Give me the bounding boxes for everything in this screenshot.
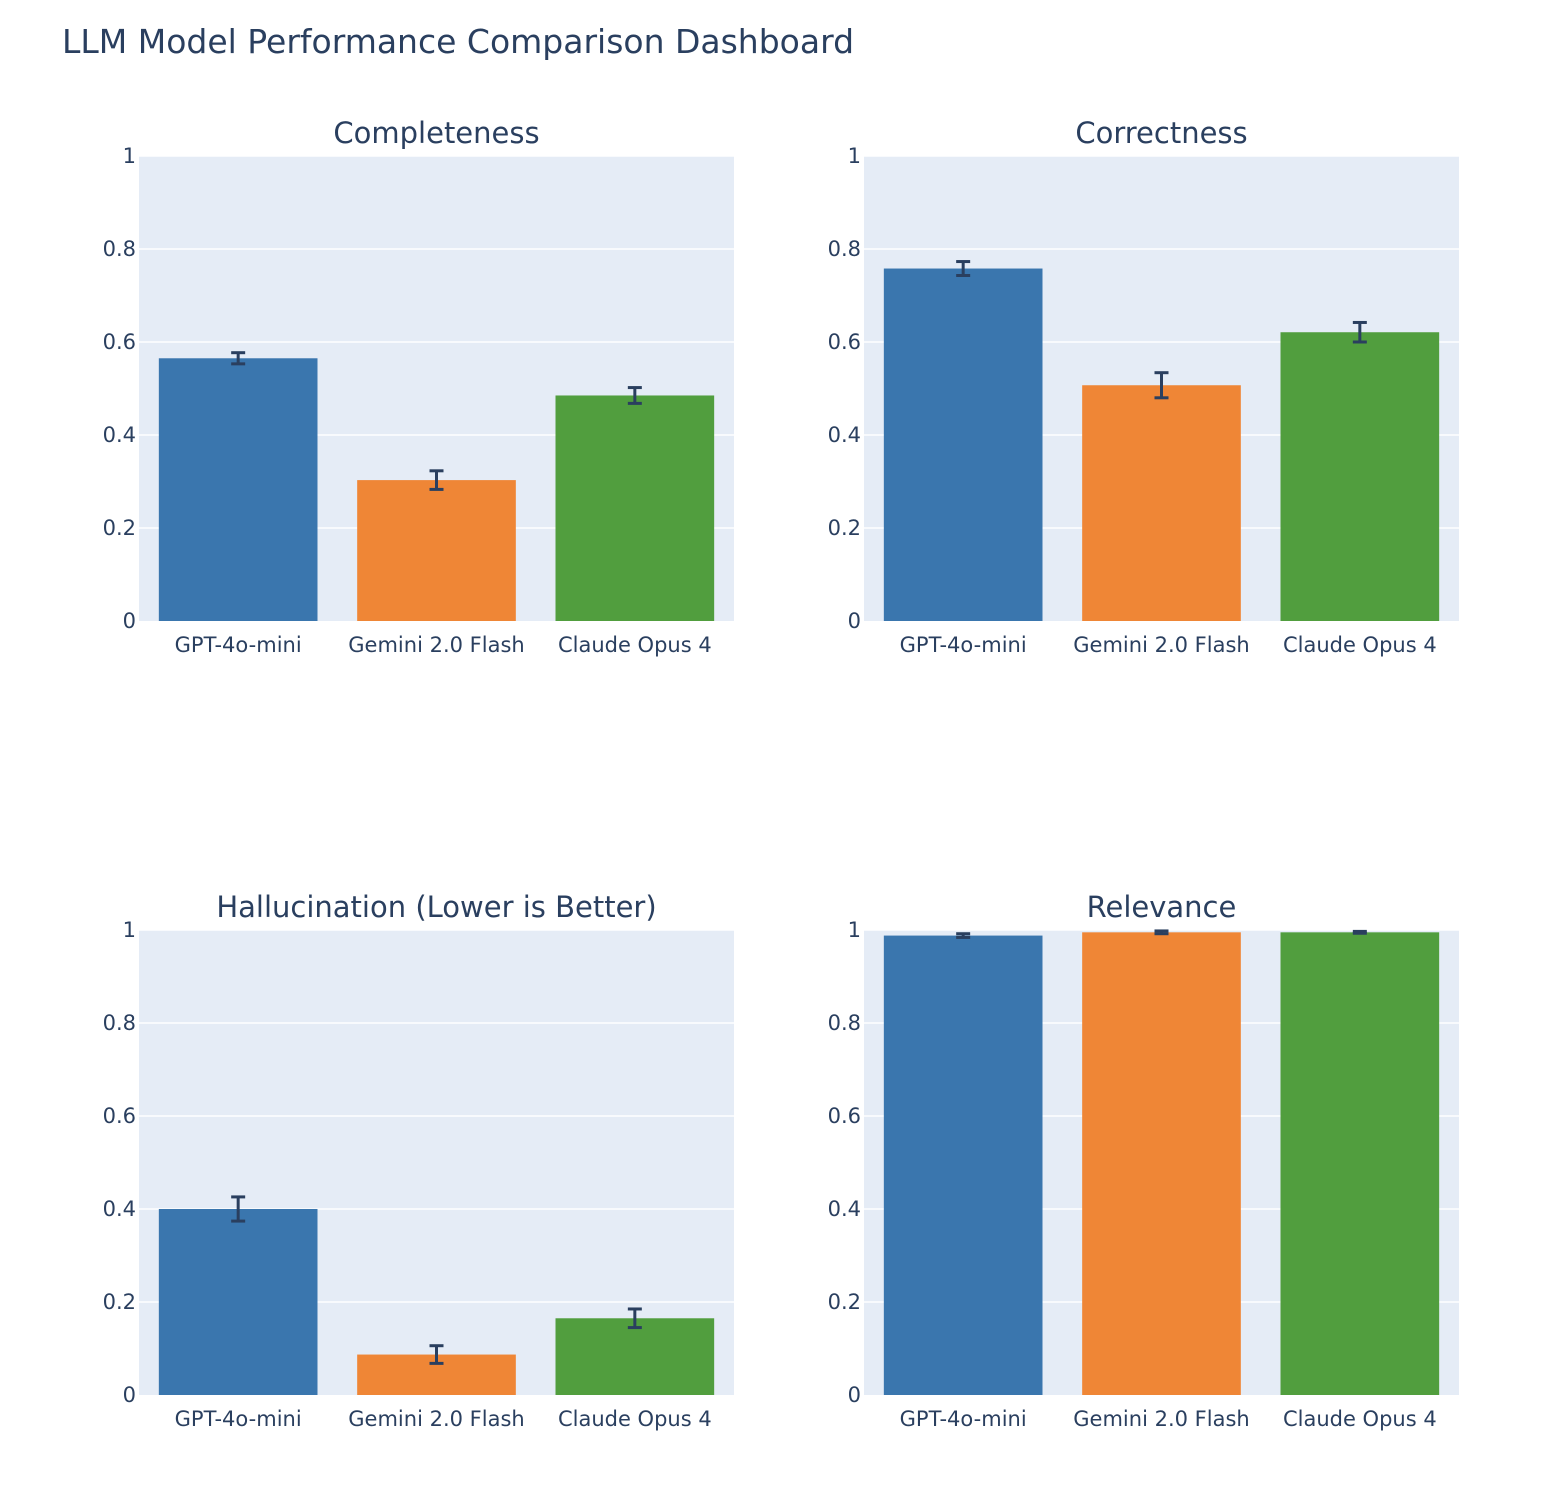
bar-claude-opus-4 bbox=[1280, 932, 1440, 1395]
y-tick-label: 0.6 bbox=[103, 1104, 136, 1128]
bar-claude-opus-4 bbox=[555, 395, 715, 621]
x-tick-label: GPT-4o-mini bbox=[175, 1407, 302, 1431]
bar-gpt-4o-mini bbox=[158, 358, 318, 621]
y-tick-label: 0.8 bbox=[828, 1011, 861, 1035]
y-tick-label: 0.4 bbox=[103, 423, 136, 447]
panel-title: Correctness bbox=[1075, 116, 1247, 150]
chart-panel-3: 0 0.2 0.4 0.6 0.8 1 GPT-4o-mini Gemini 2.0 Flas… bbox=[103, 890, 734, 1431]
bar-gpt-4o-mini bbox=[158, 1209, 318, 1395]
y-tick-label: 0 bbox=[848, 1383, 861, 1407]
x-tick-label: Gemini 2.0 Flash bbox=[348, 633, 524, 657]
panel-title: Completeness bbox=[333, 116, 539, 150]
x-tick-label: Claude Opus 4 bbox=[1283, 1407, 1437, 1431]
bar-gemini-2-0-flash bbox=[357, 480, 516, 621]
panel-title: Relevance bbox=[1087, 890, 1237, 924]
panel-title: Hallucination (Lower is Better) bbox=[216, 890, 656, 924]
bar-gpt-4o-mini bbox=[883, 935, 1043, 1395]
y-tick-label: 0.2 bbox=[828, 1290, 861, 1314]
y-tick-label: 0.8 bbox=[103, 1011, 136, 1035]
y-tick-label: 0.6 bbox=[103, 330, 136, 354]
bar-claude-opus-4 bbox=[1280, 332, 1440, 621]
y-tick-label: 0 bbox=[848, 609, 861, 633]
x-tick-label: Gemini 2.0 Flash bbox=[1073, 1407, 1249, 1431]
x-tick-label: Gemini 2.0 Flash bbox=[1073, 633, 1249, 657]
y-tick-label: 1 bbox=[848, 918, 861, 942]
x-tick-label: Claude Opus 4 bbox=[558, 633, 712, 657]
x-tick-label: GPT-4o-mini bbox=[900, 1407, 1027, 1431]
y-tick-label: 1 bbox=[123, 144, 136, 168]
x-tick-label: Claude Opus 4 bbox=[1283, 633, 1437, 657]
bar-gemini-2-0-flash bbox=[1082, 385, 1241, 621]
chart-panel-1: 0 0.2 0.4 0.6 0.8 1 GPT-4o-mini Gemini 2.0 Flas… bbox=[103, 116, 734, 657]
y-tick-label: 0.8 bbox=[828, 237, 861, 261]
x-tick-label: GPT-4o-mini bbox=[900, 633, 1027, 657]
y-tick-label: 0.2 bbox=[828, 516, 861, 540]
chart-panel-4: 0 0.2 0.4 0.6 0.8 1 GPT-4o-mini Gemini 2.0 Flas… bbox=[828, 890, 1459, 1431]
chart-panel-2: 0 0.2 0.4 0.6 0.8 1 GPT-4o-mini Gemini 2.0 Flas… bbox=[828, 116, 1459, 657]
y-tick-label: 0 bbox=[123, 1383, 136, 1407]
y-tick-label: 1 bbox=[123, 918, 136, 942]
x-tick-label: Claude Opus 4 bbox=[558, 1407, 712, 1431]
x-tick-label: GPT-4o-mini bbox=[175, 633, 302, 657]
y-tick-label: 1 bbox=[848, 144, 861, 168]
y-tick-label: 0.2 bbox=[103, 516, 136, 540]
y-tick-label: 0.4 bbox=[103, 1197, 136, 1221]
y-tick-label: 0.2 bbox=[103, 1290, 136, 1314]
y-tick-label: 0.4 bbox=[828, 423, 861, 447]
bar-gemini-2-0-flash bbox=[1082, 932, 1241, 1395]
bar-gpt-4o-mini bbox=[883, 268, 1043, 621]
y-tick-label: 0.6 bbox=[828, 330, 861, 354]
dashboard-title: LLM Model Performance Comparison Dashboa… bbox=[62, 22, 855, 61]
y-tick-label: 0.4 bbox=[828, 1197, 861, 1221]
bar-claude-opus-4 bbox=[555, 1318, 715, 1395]
y-tick-label: 0.8 bbox=[103, 237, 136, 261]
y-tick-label: 0.6 bbox=[828, 1104, 861, 1128]
x-tick-label: Gemini 2.0 Flash bbox=[348, 1407, 524, 1431]
y-tick-label: 0 bbox=[123, 609, 136, 633]
